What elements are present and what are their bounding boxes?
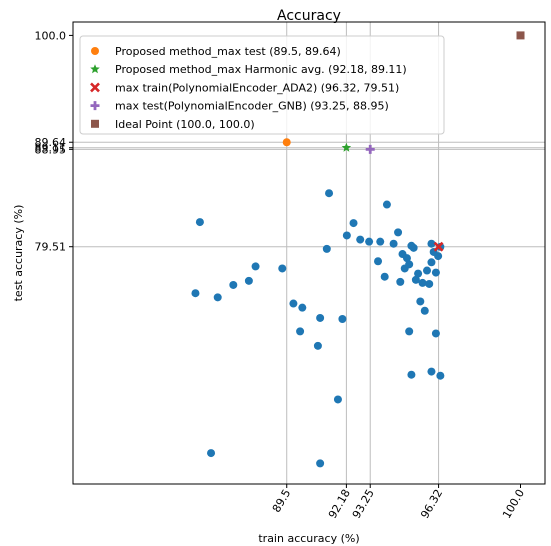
legend-label-1: Proposed method_max Harmonic avg. (92.18… — [115, 63, 407, 76]
highlight-point-3 — [433, 241, 444, 252]
data-point-3 — [213, 293, 222, 302]
legend-label-4: Ideal Point (100.0, 100.0) — [115, 118, 255, 131]
data-point-11 — [313, 341, 322, 350]
data-point-1 — [207, 449, 216, 458]
data-point-48 — [405, 327, 414, 336]
data-point-19 — [365, 237, 374, 246]
data-point-27 — [405, 260, 414, 269]
y-axis-label: test accuracy (%) — [12, 205, 25, 302]
data-point-17 — [349, 219, 358, 228]
data-point-51 — [407, 370, 416, 379]
data-point-34 — [427, 239, 436, 248]
data-point-22 — [382, 200, 391, 209]
data-point-5 — [244, 276, 253, 285]
highlight-point-4 — [365, 144, 375, 154]
y-tick-label: 89.64 — [35, 136, 67, 149]
x-tick-label: 89.5 — [270, 487, 294, 515]
data-point-52 — [436, 371, 445, 380]
data-point-16 — [338, 315, 347, 323]
legend-marker-0 — [91, 47, 99, 55]
data-point-20 — [374, 257, 383, 266]
x-tick-label: 100.0 — [500, 487, 527, 521]
data-point-36 — [431, 268, 440, 277]
data-point-13 — [316, 459, 325, 468]
chart-title: Accuracy — [277, 8, 341, 24]
data-point-50 — [427, 367, 436, 376]
data-point-40 — [423, 266, 431, 275]
y-tick-label: 89.11 — [35, 142, 67, 155]
data-point-47 — [376, 237, 385, 246]
data-point-31 — [418, 278, 427, 287]
legend-label-0: Proposed method_max test (89.5, 89.64) — [115, 45, 341, 58]
y-tick-label: 79.51 — [35, 241, 67, 254]
plot-frame — [72, 21, 546, 485]
data-point-8 — [296, 327, 305, 336]
data-point-2 — [191, 289, 200, 298]
data-point-45 — [322, 244, 331, 253]
data-point-9 — [298, 303, 307, 312]
highlight-point-1 — [282, 138, 291, 147]
data-point-15 — [333, 395, 342, 404]
data-point-41 — [394, 228, 403, 237]
data-point-7 — [278, 264, 287, 273]
x-tick-label: 92.18 — [326, 487, 353, 521]
data-point-23 — [389, 239, 398, 248]
x-axis-label: train accuracy (%) — [258, 532, 359, 545]
data-point-46 — [342, 231, 351, 240]
legend-marker-1 — [90, 64, 100, 74]
data-point-0 — [195, 218, 204, 227]
data-point-33 — [425, 279, 434, 288]
data-point-29 — [411, 275, 420, 284]
data-point-43 — [414, 269, 423, 278]
y-tick-label: 88.95 — [35, 143, 67, 156]
data-point-24 — [396, 277, 405, 286]
legend-marker-2 — [90, 82, 100, 93]
data-points — [191, 31, 525, 468]
data-point-32 — [420, 306, 429, 315]
legend-marker-4 — [91, 119, 99, 128]
legend-box — [79, 35, 445, 135]
data-point-21 — [380, 272, 389, 281]
data-point-18 — [356, 235, 365, 244]
data-point-6 — [251, 262, 260, 271]
legend: Proposed method_max test (89.5, 89.64) Pr… — [79, 35, 445, 135]
data-point-44 — [402, 254, 411, 263]
y-tick-label: 100.0 — [35, 29, 67, 42]
data-point-49 — [431, 329, 440, 338]
data-point-30 — [416, 297, 425, 306]
highlight-point-2 — [341, 142, 352, 152]
data-point-14 — [325, 189, 334, 198]
data-point-42 — [407, 241, 416, 250]
x-tick-label: 96.32 — [418, 487, 445, 521]
legend-label-2: max train(PolynomialEncoder_ADA2) (96.32… — [115, 81, 399, 94]
legend-label-3: max test(PolynomialEncoder_GNB) (93.25, … — [115, 100, 389, 113]
data-point-12 — [316, 313, 325, 322]
data-point-35 — [427, 258, 436, 267]
highlight-point-5 — [516, 31, 525, 40]
legend-marker-3 — [90, 101, 100, 111]
data-point-4 — [229, 280, 238, 289]
data-point-10 — [289, 299, 298, 308]
x-tick-label: 93.25 — [350, 487, 377, 521]
